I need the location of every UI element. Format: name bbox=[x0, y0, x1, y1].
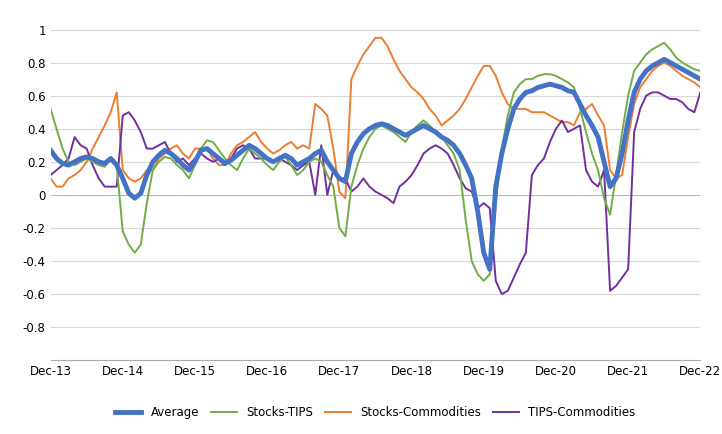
Legend: Average, Stocks-TIPS, Stocks-Commodities, TIPS-Commodities: Average, Stocks-TIPS, Stocks-Commodities… bbox=[110, 401, 640, 424]
